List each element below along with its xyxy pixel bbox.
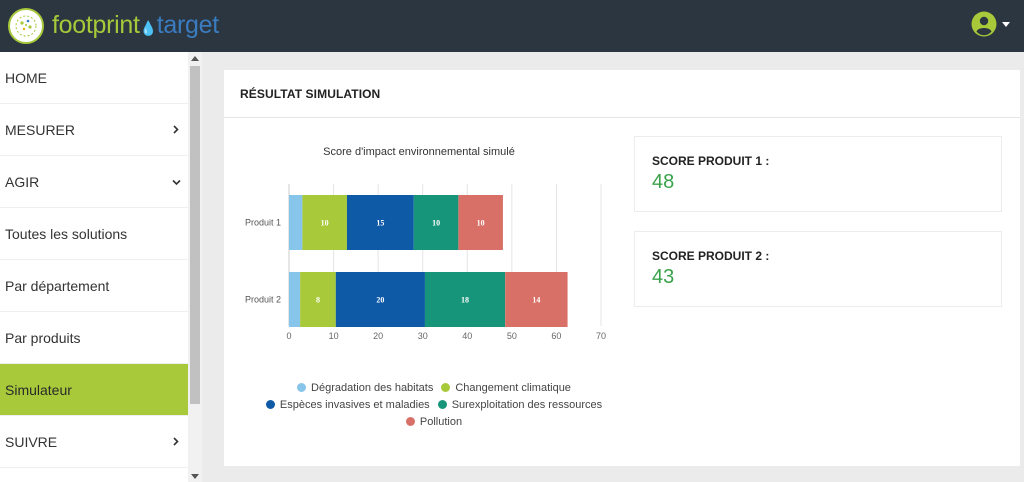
x-tick-label: 30 — [418, 331, 428, 341]
sidebar-item-simulateur[interactable]: Simulateur — [0, 364, 188, 416]
sidebar-item-par-produits[interactable]: Par produits — [0, 312, 188, 364]
data-label: 18 — [461, 296, 469, 305]
score-value: 43 — [652, 266, 675, 288]
chevron-down-icon — [1002, 21, 1010, 27]
sidebar-item-label: Toutes les solutions — [5, 225, 128, 242]
category-label: Produit 2 — [245, 295, 281, 305]
drop-icon: 💧 — [139, 19, 157, 36]
data-label: 10 — [477, 219, 485, 228]
sidebar-item-label: Par département — [5, 277, 110, 294]
sidebar-item-label: HOME — [5, 69, 47, 86]
x-tick-label: 50 — [507, 331, 517, 341]
bar-segment — [424, 272, 506, 327]
legend-swatch — [297, 383, 307, 392]
sidebar-item-toutes-les-solutions[interactable]: Toutes les solutions — [0, 208, 188, 260]
bar-segment — [346, 195, 414, 250]
score-label: SCORE PRODUIT 2 : — [652, 249, 770, 263]
scroll-down-arrow-icon[interactable] — [191, 474, 199, 479]
legend-swatch — [405, 417, 415, 426]
category-label: Produit 1 — [245, 218, 281, 228]
x-tick-label: 10 — [329, 331, 339, 341]
legend-swatch — [265, 400, 275, 409]
sidebar-item-label: Par produits — [5, 329, 81, 346]
logo[interactable]: footprint💧target — [8, 7, 219, 45]
scroll-up-arrow-icon[interactable] — [191, 56, 199, 61]
sidebar-item-agir[interactable]: AGIR — [0, 156, 188, 208]
x-tick-label: 20 — [373, 331, 383, 341]
sidebar: HOME MESURER AGIR Toutes les solutions P… — [0, 52, 188, 482]
sidebar-item-label: AGIR — [5, 173, 40, 190]
score-value: 48 — [652, 171, 675, 193]
top-bar: footprint💧target — [0, 0, 1024, 52]
legend-item[interactable]: Changement climatique — [441, 382, 571, 394]
user-menu-button[interactable] — [971, 11, 1010, 37]
sidebar-item-home[interactable]: HOME — [0, 52, 188, 104]
score-label: SCORE PRODUIT 1 : — [652, 154, 770, 168]
chart-legend: Dégradation des habitats Changement clim… — [244, 379, 624, 430]
brand-name: footprint💧target — [52, 6, 219, 47]
x-tick-label: 0 — [286, 331, 291, 341]
legend-label: Dégradation des habitats — [311, 381, 434, 394]
bar-segment — [300, 272, 336, 327]
bar-segment — [505, 272, 568, 327]
legend-label: Surexploitation des ressources — [451, 398, 603, 411]
legend-swatch — [441, 383, 451, 392]
bar-segment — [458, 195, 503, 250]
sidebar-scrollbar[interactable] — [188, 52, 202, 482]
sidebar-item-label: SUIVRE — [5, 433, 58, 450]
sidebar-item-par-departement[interactable]: Par département — [0, 260, 188, 312]
data-label: 8 — [316, 296, 320, 305]
legend-item[interactable]: Espèces invasives et maladies — [265, 398, 430, 411]
chart-title: Score d'impact environnemental simulé — [323, 146, 515, 158]
bar-segment — [289, 272, 301, 327]
brand-part-2: target — [156, 10, 219, 39]
brand-part-1: footprint — [52, 10, 140, 39]
bar-segment — [413, 195, 459, 250]
x-tick-label: 70 — [596, 331, 606, 341]
panel-title: RÉSULTAT SIMULATION — [224, 70, 1020, 118]
sidebar-item-label: MESURER — [5, 121, 76, 138]
logo-globe-icon — [8, 8, 44, 44]
x-tick-label: 40 — [462, 331, 472, 341]
legend-swatch — [437, 400, 447, 409]
sidebar-item-label: Simulateur — [5, 381, 72, 398]
x-tick-label: 60 — [551, 331, 561, 341]
scrollbar-thumb[interactable] — [190, 66, 200, 404]
data-label: 14 — [532, 296, 540, 305]
legend-row: Dégradation des habitats Changement clim… — [244, 379, 624, 396]
simulation-result-panel: RÉSULTAT SIMULATION Score d'impact envir… — [224, 70, 1020, 466]
data-label: 10 — [321, 219, 329, 228]
legend-row: Espèces invasives et maladies Surexploit… — [244, 396, 624, 413]
legend-item[interactable]: Pollution — [405, 415, 463, 428]
legend-item[interactable]: Dégradation des habitats — [297, 382, 433, 394]
data-label: 20 — [376, 296, 384, 305]
chevron-right-icon — [173, 437, 179, 446]
sidebar-item-suivre[interactable]: SUIVRE — [0, 416, 188, 468]
data-label: 10 — [432, 219, 440, 228]
legend-item[interactable]: Surexploitation des ressources — [437, 398, 603, 411]
legend-label: Espèces invasives et maladies — [279, 398, 430, 411]
legend-label: Pollution — [419, 415, 463, 428]
score-card-product-2: SCORE PRODUIT 2 : 43 — [634, 231, 1002, 307]
score-card-product-1: SCORE PRODUIT 1 : 48 — [634, 136, 1002, 212]
bar-segment — [335, 272, 425, 327]
sidebar-item-mesurer[interactable]: MESURER — [0, 104, 188, 156]
legend-label: Changement climatique — [455, 381, 571, 394]
impact-stacked-bar-chart: 0 10 20 30 40 50 60 70 Produit 1 10 15 10 10 Produit … — [245, 184, 606, 341]
legend-row: Pollution — [244, 413, 624, 430]
bar-segment — [289, 195, 303, 250]
bar-segment — [302, 195, 347, 250]
chevron-down-icon — [172, 179, 181, 186]
user-avatar-icon — [971, 11, 997, 37]
data-label: 15 — [376, 219, 384, 228]
chevron-right-icon — [173, 125, 179, 134]
